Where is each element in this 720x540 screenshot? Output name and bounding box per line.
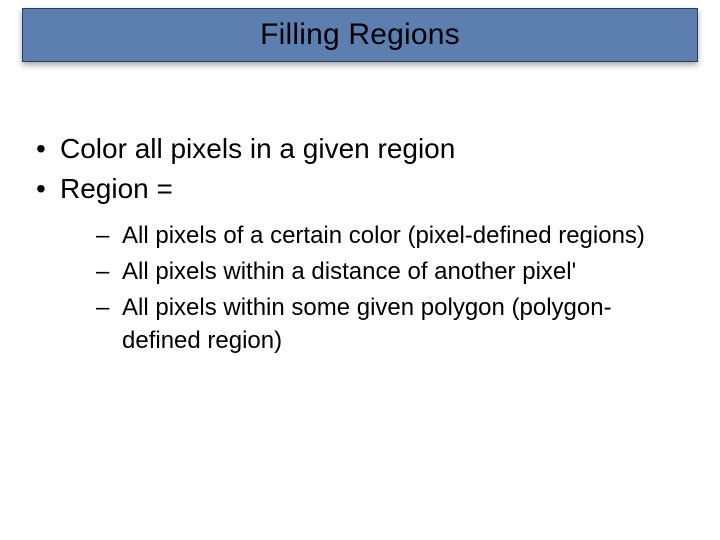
list-item: Color all pixels in a given region	[30, 130, 680, 168]
slide: Filling Regions Color all pixels in a gi…	[0, 0, 720, 540]
title-bar: Filling Regions	[22, 8, 698, 62]
sub-bullet-list: All pixels of a certain color (pixel-def…	[60, 220, 680, 358]
bullet-text: Color all pixels in a given region	[60, 133, 455, 164]
list-item: All pixels of a certain color (pixel-def…	[96, 220, 680, 252]
list-item: Region = All pixels of a certain color (…	[30, 170, 680, 357]
bullet-text: All pixels within some given polygon (po…	[122, 294, 612, 353]
bullet-text: Region =	[60, 173, 173, 204]
slide-content: Color all pixels in a given region Regio…	[30, 130, 680, 361]
list-item: All pixels within some given polygon (po…	[96, 292, 680, 357]
slide-title: Filling Regions	[260, 18, 460, 52]
bullet-list: Color all pixels in a given region Regio…	[30, 130, 680, 357]
bullet-text: All pixels of a certain color (pixel-def…	[122, 222, 645, 249]
bullet-text: All pixels within a distance of another …	[122, 258, 576, 285]
list-item: All pixels within a distance of another …	[96, 256, 680, 288]
